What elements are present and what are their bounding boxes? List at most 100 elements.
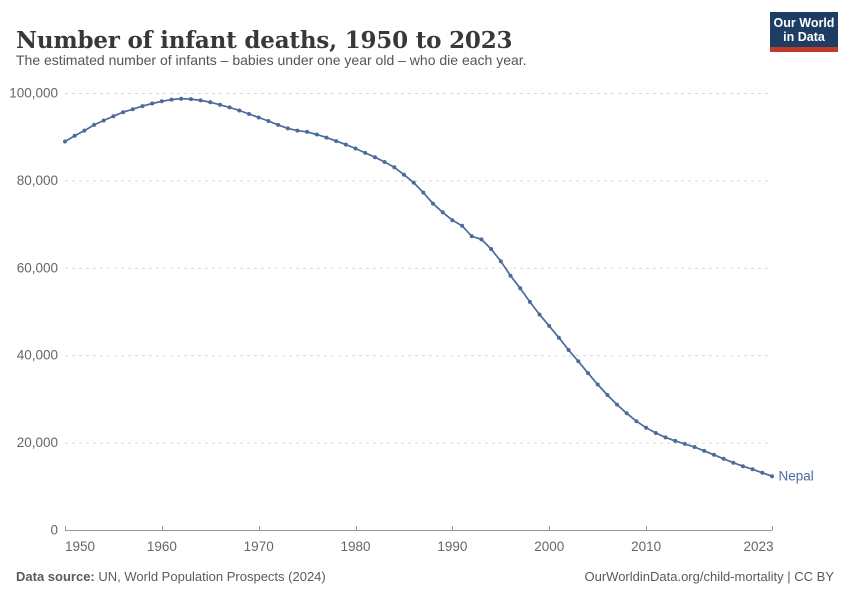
data-point[interactable] — [711, 452, 716, 457]
data-point[interactable] — [624, 411, 629, 416]
data-point[interactable] — [82, 128, 87, 133]
data-point[interactable] — [411, 180, 416, 185]
data-point[interactable] — [218, 102, 222, 107]
data-point[interactable] — [576, 359, 581, 364]
data-point[interactable] — [770, 474, 774, 479]
series-label-nepal[interactable]: Nepal — [779, 469, 814, 484]
data-point[interactable] — [402, 172, 406, 177]
data-point[interactable] — [595, 382, 600, 387]
data-point[interactable] — [750, 467, 755, 472]
x-axis-label: 1990 — [437, 539, 467, 554]
data-point[interactable] — [266, 119, 271, 123]
data-point[interactable] — [72, 133, 77, 138]
data-source-text: UN, World Population Prospects (2024) — [94, 569, 326, 584]
data-point[interactable] — [363, 150, 368, 155]
y-axis-label: 20,000 — [17, 435, 58, 450]
data-point[interactable] — [421, 190, 426, 195]
data-point[interactable] — [150, 101, 155, 106]
data-point[interactable] — [227, 105, 232, 110]
data-point[interactable] — [440, 210, 445, 215]
x-axis-label: 1970 — [244, 539, 274, 554]
data-point[interactable] — [586, 371, 590, 376]
data-point[interactable] — [460, 223, 465, 228]
data-point[interactable] — [372, 155, 377, 160]
data-point[interactable] — [101, 118, 106, 123]
data-point[interactable] — [285, 126, 290, 131]
y-axis-label: 100,000 — [9, 86, 58, 101]
data-point[interactable] — [63, 139, 67, 144]
data-point[interactable] — [740, 464, 745, 469]
data-point[interactable] — [673, 438, 678, 443]
y-axis-label: 40,000 — [17, 348, 58, 363]
x-axis-label: 2000 — [534, 539, 564, 554]
data-point[interactable] — [92, 122, 97, 127]
data-point[interactable] — [324, 135, 329, 140]
y-axis-label: 0 — [50, 523, 58, 538]
data-source-label: Data source: — [16, 569, 95, 584]
data-point[interactable] — [130, 107, 135, 112]
data-point[interactable] — [489, 247, 494, 251]
data-point[interactable] — [682, 441, 687, 446]
data-point[interactable] — [382, 160, 387, 164]
chart-subtitle: The estimated number of infants – babies… — [16, 52, 527, 68]
data-point[interactable] — [518, 286, 523, 291]
y-axis-label: 80,000 — [17, 173, 58, 188]
data-point[interactable] — [644, 425, 649, 430]
data-point[interactable] — [198, 98, 203, 103]
data-point[interactable] — [566, 348, 571, 352]
data-point[interactable] — [556, 335, 561, 340]
data-point[interactable] — [508, 273, 513, 278]
data-line-nepal — [64, 97, 773, 478]
x-axis-label: 2023 — [743, 539, 773, 554]
x-axis-label: 1950 — [65, 539, 95, 554]
owid-logo-line1: Our World — [773, 15, 835, 30]
data-point[interactable] — [692, 445, 697, 449]
data-point[interactable] — [431, 201, 435, 206]
credit-link[interactable]: OurWorldinData.org/child-mortality | CC … — [584, 569, 835, 584]
owid-logo-line2: in Data — [783, 29, 825, 44]
data-point[interactable] — [547, 323, 552, 328]
data-point[interactable] — [256, 115, 261, 120]
data-point[interactable] — [188, 97, 193, 102]
data-point[interactable] — [731, 460, 736, 465]
data-point[interactable] — [208, 100, 213, 105]
data-point[interactable] — [653, 431, 658, 435]
data-point[interactable] — [276, 122, 281, 127]
data-point[interactable] — [760, 470, 765, 475]
data-point[interactable] — [247, 112, 251, 116]
x-axis-label: 1980 — [341, 539, 371, 554]
data-point[interactable] — [615, 402, 619, 407]
data-point[interactable] — [121, 110, 126, 115]
data-point[interactable] — [450, 218, 455, 223]
data-point[interactable] — [237, 108, 242, 113]
y-axis-label: 60,000 — [17, 260, 58, 275]
data-point[interactable] — [111, 114, 116, 119]
data-point[interactable] — [305, 129, 310, 134]
data-point[interactable] — [334, 139, 339, 144]
data-point[interactable] — [314, 132, 319, 137]
data-point[interactable] — [295, 128, 300, 133]
data-point[interactable] — [702, 448, 707, 453]
owid-logo: Our World in Data — [770, 12, 838, 52]
data-point[interactable] — [537, 312, 542, 317]
data-point[interactable] — [721, 456, 726, 461]
page-title: Number of infant deaths, 1950 to 2023 — [16, 27, 513, 55]
data-point[interactable] — [159, 99, 164, 104]
data-point[interactable] — [663, 435, 668, 440]
data-point[interactable] — [469, 234, 474, 239]
data-point[interactable] — [479, 237, 484, 242]
data-source-note: Data source: UN, World Population Prospe… — [16, 569, 326, 584]
data-point[interactable] — [343, 142, 348, 147]
data-point[interactable] — [498, 259, 503, 264]
data-point[interactable] — [527, 299, 532, 304]
data-point[interactable] — [140, 104, 145, 109]
data-point[interactable] — [179, 96, 184, 101]
data-point[interactable] — [169, 97, 174, 102]
data-point[interactable] — [634, 419, 639, 424]
data-point[interactable] — [353, 146, 358, 151]
data-point[interactable] — [605, 393, 610, 397]
data-point[interactable] — [392, 165, 397, 170]
x-axis-label: 2010 — [631, 539, 661, 554]
